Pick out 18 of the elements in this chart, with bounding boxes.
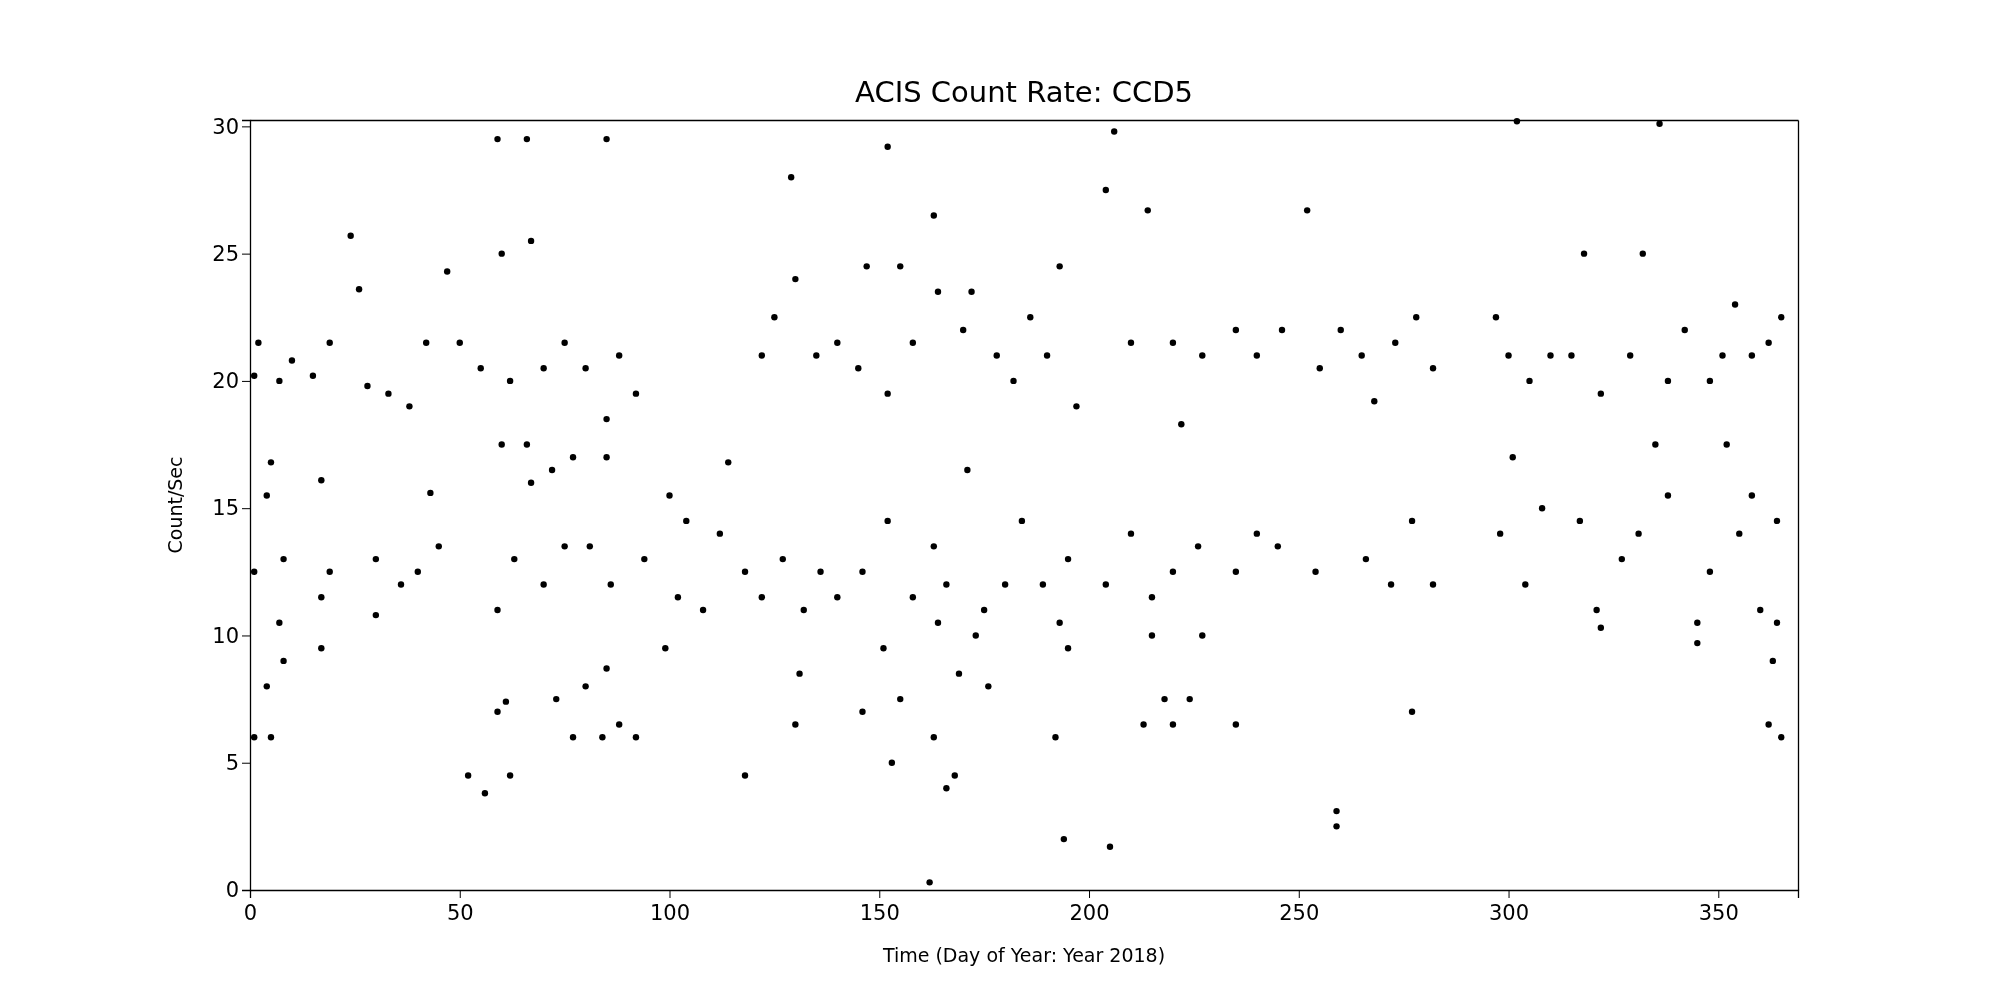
y-tick-label: 5 bbox=[225, 750, 239, 775]
x-tick-label: 100 bbox=[649, 900, 691, 925]
y-tick-label: 10 bbox=[212, 623, 239, 648]
y-tick-label: 0 bbox=[225, 878, 239, 903]
x-tick-label: 300 bbox=[1488, 900, 1530, 925]
x-tick-label: 250 bbox=[1279, 900, 1320, 925]
y-tick-label: 30 bbox=[212, 114, 239, 139]
chart-title: ACIS Count Rate: CCD5 bbox=[855, 75, 1193, 109]
y-tick-label: 20 bbox=[212, 369, 239, 394]
x-tick-label: 200 bbox=[1069, 900, 1110, 925]
x-tick-label: 50 bbox=[446, 900, 474, 925]
x-tick-label: 150 bbox=[859, 900, 900, 925]
y-tick-label: 25 bbox=[212, 241, 239, 266]
y-axis-title: Count/Sec bbox=[164, 456, 186, 554]
y-tick-label: 15 bbox=[212, 496, 239, 521]
x-tick-label: 0 bbox=[243, 900, 258, 925]
x-tick-label: 350 bbox=[1698, 900, 1739, 925]
x-axis-title: Time (Day of Year: Year 2018) bbox=[881, 944, 1166, 966]
